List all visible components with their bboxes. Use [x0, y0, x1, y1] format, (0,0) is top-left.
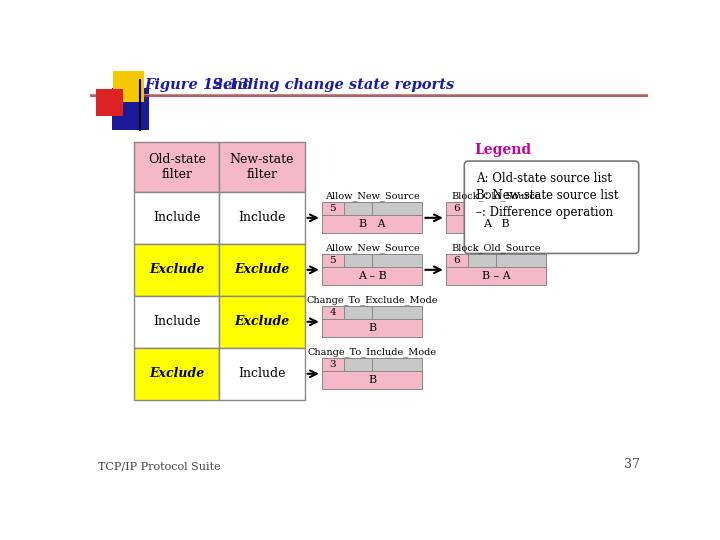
- Text: Exclude: Exclude: [149, 264, 204, 276]
- Text: B   A: B A: [359, 219, 385, 230]
- Text: Include: Include: [238, 367, 286, 380]
- Bar: [220, 296, 305, 348]
- Bar: [446, 215, 546, 233]
- Bar: [344, 359, 372, 372]
- Text: Exclude: Exclude: [149, 367, 204, 380]
- Text: 37: 37: [624, 458, 640, 471]
- Text: Block_Old_Source: Block_Old_Source: [451, 243, 541, 253]
- Text: New-state
filter: New-state filter: [230, 153, 294, 181]
- Text: A   B: A B: [483, 219, 510, 230]
- Bar: [113, 71, 144, 102]
- Bar: [134, 192, 220, 244]
- Text: TCP/IP Protocol Suite: TCP/IP Protocol Suite: [98, 461, 220, 471]
- Text: 6: 6: [454, 256, 460, 265]
- Bar: [134, 348, 220, 400]
- Bar: [322, 267, 423, 285]
- Bar: [344, 306, 372, 319]
- Text: B: B: [368, 323, 376, 333]
- Bar: [96, 90, 123, 117]
- Text: Include: Include: [238, 211, 286, 224]
- Bar: [220, 348, 305, 400]
- Bar: [322, 306, 344, 319]
- Bar: [344, 254, 372, 267]
- Bar: [446, 267, 546, 285]
- Text: 6: 6: [454, 205, 460, 213]
- Bar: [496, 202, 546, 215]
- Bar: [134, 142, 220, 192]
- Text: Change_To_Include_Mode: Change_To_Include_Mode: [307, 347, 436, 357]
- Bar: [112, 88, 149, 130]
- Bar: [134, 244, 220, 296]
- Text: 3: 3: [330, 360, 336, 369]
- Bar: [322, 215, 423, 233]
- Text: Block_Old_Source: Block_Old_Source: [451, 191, 541, 201]
- Text: Figure 12.13: Figure 12.13: [144, 78, 248, 92]
- Bar: [446, 254, 468, 267]
- Bar: [468, 254, 496, 267]
- Bar: [372, 254, 423, 267]
- Bar: [220, 142, 305, 192]
- Bar: [372, 359, 423, 372]
- Bar: [372, 306, 423, 319]
- Text: Allow_New_Source: Allow_New_Source: [325, 191, 420, 201]
- Text: Change_To_Exclude_Mode: Change_To_Exclude_Mode: [306, 295, 438, 305]
- Text: Allow_New_Source: Allow_New_Source: [325, 243, 420, 253]
- Bar: [322, 254, 344, 267]
- Text: A – B: A – B: [358, 271, 387, 281]
- Text: 4: 4: [330, 308, 336, 318]
- Bar: [322, 319, 423, 337]
- Bar: [446, 202, 468, 215]
- Bar: [134, 296, 220, 348]
- Bar: [468, 202, 496, 215]
- Text: Exclude: Exclude: [235, 315, 289, 328]
- Bar: [372, 202, 423, 215]
- Text: –: Difference operation: –: Difference operation: [476, 206, 613, 219]
- Bar: [220, 192, 305, 244]
- Bar: [220, 244, 305, 296]
- Bar: [322, 202, 344, 215]
- Text: B: B: [368, 375, 376, 385]
- Text: B: New-state source list: B: New-state source list: [476, 189, 618, 202]
- Text: Old-state
filter: Old-state filter: [148, 153, 206, 181]
- Bar: [322, 359, 344, 372]
- Bar: [496, 254, 546, 267]
- Text: 5: 5: [330, 205, 336, 213]
- Text: Include: Include: [153, 211, 201, 224]
- Text: A: Old-state source list: A: Old-state source list: [476, 172, 612, 185]
- Text: B – A: B – A: [482, 271, 510, 281]
- Bar: [344, 202, 372, 215]
- Text: Include: Include: [153, 315, 201, 328]
- FancyBboxPatch shape: [464, 161, 639, 253]
- Text: Sending change state reports: Sending change state reports: [197, 78, 454, 92]
- Bar: [322, 372, 423, 389]
- Text: Legend: Legend: [474, 143, 531, 157]
- Text: Exclude: Exclude: [235, 264, 289, 276]
- Text: 5: 5: [330, 256, 336, 265]
